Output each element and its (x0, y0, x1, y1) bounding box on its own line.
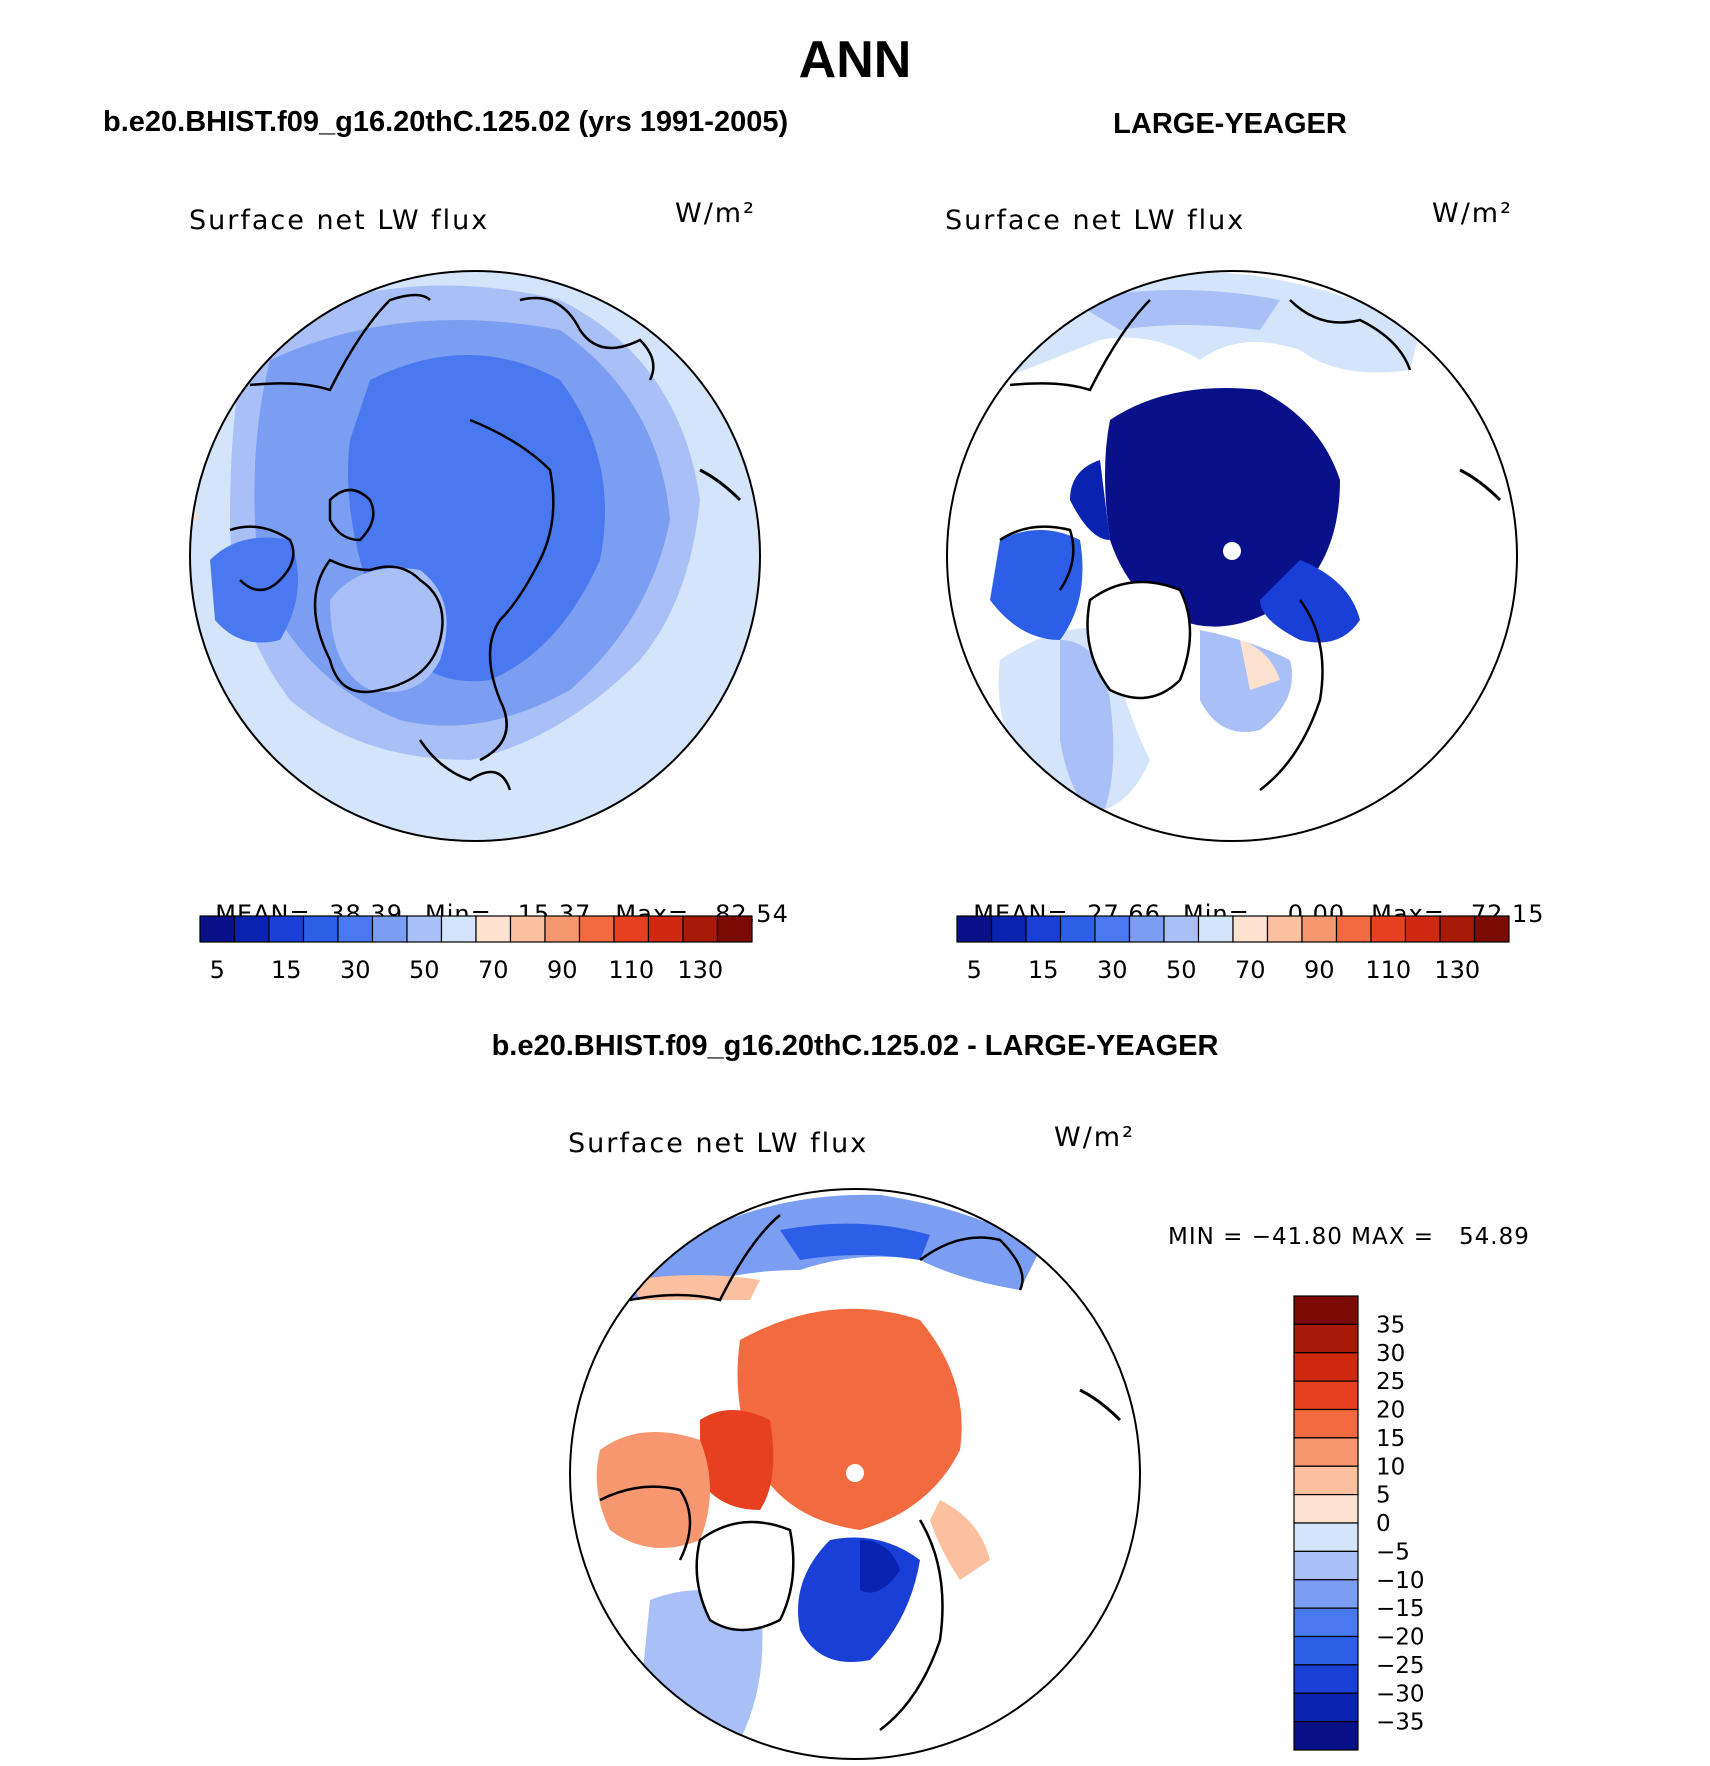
diff-colorbar-swatch (1293, 1692, 1359, 1723)
diff-colorbar-swatch (1293, 1352, 1359, 1382)
diff-colorbar-swatch (1293, 1295, 1359, 1325)
left-colorbar-swatch (268, 915, 305, 943)
left-colorbar-tick-label: 110 (608, 956, 654, 984)
diff-colorbar-tick-label: −25 (1376, 1653, 1425, 1679)
right-colorbar-swatch (1059, 915, 1096, 943)
left-colorbar-tick-label: 5 (210, 956, 225, 984)
right-colorbar-tick-label: 90 (1304, 956, 1335, 984)
right-colorbar-tick-label: 50 (1166, 956, 1197, 984)
right-colorbar-swatch (1335, 915, 1372, 943)
main-title: ANN (798, 31, 912, 89)
left-colorbar-tick-label: 130 (677, 956, 723, 984)
left-colorbar-swatch (233, 915, 270, 943)
diff-colorbar-tick-label: 25 (1376, 1369, 1405, 1395)
diff-colorbar-swatch (1293, 1550, 1359, 1581)
diff-colorbar-swatch (1293, 1664, 1359, 1694)
right-colorbar-swatch (956, 915, 993, 943)
left-case-title: b.e20.BHIST.f09_g16.20thC.125.02 (yrs 19… (103, 106, 789, 138)
diff-colorbar-swatch (1293, 1323, 1359, 1354)
diff-variable-label: Surface net LW flux (568, 1128, 869, 1159)
right-colorbar-swatch (1301, 915, 1338, 943)
left-colorbar-swatch (337, 915, 374, 943)
diff-case-title: b.e20.BHIST.f09_g16.20thC.125.02 - LARGE… (491, 1030, 1219, 1062)
diff-colorbar-swatch (1293, 1635, 1359, 1666)
left-colorbar-swatch (440, 915, 477, 943)
left-variable-label: Surface net LW flux (189, 205, 490, 236)
right-colorbar-tick-label: 70 (1235, 956, 1266, 984)
right-colorbar-tick-label: 110 (1365, 956, 1411, 984)
left-colorbar-swatch (682, 915, 719, 943)
left-colorbar-swatch (371, 915, 408, 943)
diff-minmax-label: MIN = −41.80 MAX = 54.89 (1168, 1224, 1530, 1250)
left-colorbar-swatch (509, 915, 546, 943)
left-polar-map (189, 270, 761, 842)
right-colorbar-swatch (1473, 915, 1510, 943)
left-colorbar-tick-label: 70 (478, 956, 509, 984)
right-case-title: LARGE-YEAGER (1113, 108, 1347, 140)
right-colorbar-swatch (1025, 915, 1062, 943)
diff-colorbar-swatch (1293, 1465, 1359, 1496)
diff-colorbar-tick-label: −30 (1376, 1681, 1425, 1707)
right-colorbar-tick-label: 30 (1097, 956, 1128, 984)
right-colorbar-swatch (1232, 915, 1269, 943)
right-colorbar: 5 15 30 50 70 90 110 130 (956, 915, 1510, 984)
left-colorbar-swatch (578, 915, 615, 943)
left-colorbar-swatch (302, 915, 339, 943)
diff-colorbar-tick-label: −10 (1376, 1568, 1425, 1594)
right-colorbar-swatch (1163, 915, 1200, 943)
diff-colorbar-swatch (1293, 1437, 1359, 1467)
left-colorbar-swatch (716, 915, 753, 943)
diff-polar-map (569, 1188, 1141, 1760)
left-colorbar-swatch (199, 915, 236, 943)
left-colorbar-tick-label: 90 (547, 956, 578, 984)
left-colorbar-swatch (544, 915, 581, 943)
left-colorbar-swatch (406, 915, 443, 943)
left-colorbar-swatch (647, 915, 684, 943)
right-colorbar-swatch (1370, 915, 1407, 943)
right-colorbar-swatch (1404, 915, 1441, 943)
left-colorbar-tick-label: 15 (271, 956, 302, 984)
diff-colorbar-swatch (1293, 1380, 1359, 1411)
left-colorbar-tick-label: 50 (409, 956, 440, 984)
right-colorbar-tick-label: 5 (967, 956, 982, 984)
diff-colorbar-tick-label: 35 (1376, 1312, 1405, 1338)
left-colorbar-swatch (475, 915, 512, 943)
diff-colorbar-tick-label: 10 (1376, 1454, 1405, 1480)
left-colorbar-swatch (613, 915, 650, 943)
diff-colorbar-tick-label: −20 (1376, 1625, 1425, 1651)
diff-colorbar-tick-label: 15 (1376, 1426, 1405, 1452)
right-polar-map (946, 270, 1518, 842)
right-colorbar-tick-label: 15 (1028, 956, 1059, 984)
diff-units-label: W/m² (1054, 1122, 1135, 1153)
diff-colorbar-swatch (1293, 1494, 1359, 1524)
diff-colorbar-swatch (1293, 1579, 1359, 1609)
left-units-label: W/m² (675, 198, 756, 229)
right-colorbar-swatch (1128, 915, 1165, 943)
diff-colorbar-tick-label: −5 (1376, 1539, 1410, 1565)
left-colorbar-tick-label: 30 (340, 956, 371, 984)
diff-colorbar-tick-label: 0 (1376, 1511, 1391, 1537)
right-colorbar-swatch (1439, 915, 1476, 943)
diff-colorbar-swatch (1293, 1522, 1359, 1552)
diff-colorbar-tick-label: −35 (1376, 1710, 1425, 1736)
diff-colorbar-tick-label: −15 (1376, 1596, 1425, 1622)
diff-colorbar-tick-label: 5 (1376, 1483, 1391, 1509)
left-colorbar: 5 15 30 50 70 90 110 130 (199, 915, 753, 984)
right-colorbar-swatch (1266, 915, 1303, 943)
right-colorbar-swatch (1197, 915, 1234, 943)
diff-colorbar-swatch (1293, 1408, 1359, 1439)
diff-colorbar-swatch (1293, 1721, 1359, 1751)
diff-colorbar-tick-label: 30 (1376, 1341, 1405, 1367)
right-variable-label: Surface net LW flux (945, 205, 1246, 236)
diff-colorbar-tick-label: 20 (1376, 1398, 1405, 1424)
right-colorbar-tick-label: 130 (1434, 956, 1480, 984)
right-units-label: W/m² (1432, 198, 1513, 229)
right-colorbar-swatch (1094, 915, 1131, 943)
diff-colorbar-swatch (1293, 1607, 1359, 1638)
right-colorbar-swatch (990, 915, 1027, 943)
